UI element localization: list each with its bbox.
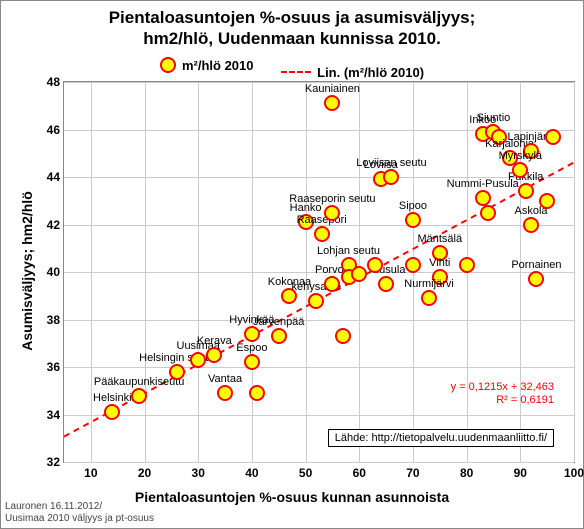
legend-trend-label: Lin. (m²/hlö 2010) <box>317 65 424 80</box>
legend: m²/hlö 2010 Lin. (m²/hlö 2010) <box>1 57 583 80</box>
trend-r2: R² = 0,6191 <box>496 394 554 406</box>
data-point <box>480 205 496 221</box>
plot-area: 323436384042444648102030405060708090100H… <box>63 81 575 463</box>
data-point-label: Järvenpää <box>253 316 304 328</box>
gridline-vertical <box>306 82 307 462</box>
data-point-label: Lohjan seutu <box>317 245 380 257</box>
y-tick-label: 42 <box>47 218 60 232</box>
data-point <box>190 352 206 368</box>
data-point-label: Vihti <box>429 257 450 269</box>
chart-title: Pientaloasuntojen %-osuus ja asumisväljy… <box>1 7 583 50</box>
footer-line-2: Uusimaa 2010 väljyys ja pt-osuus <box>5 513 154 524</box>
data-point <box>405 257 421 273</box>
data-point <box>324 95 340 111</box>
data-point-label: Kauniainen <box>305 83 360 95</box>
x-tick-label: 100 <box>564 466 584 480</box>
data-point-label: Kerava <box>197 335 232 347</box>
data-point <box>104 404 120 420</box>
x-tick-label: 80 <box>460 466 473 480</box>
gridline-horizontal <box>64 320 574 321</box>
data-point <box>271 328 287 344</box>
data-point <box>512 162 528 178</box>
data-point <box>539 193 555 209</box>
y-tick-label: 36 <box>47 360 60 374</box>
data-point <box>206 347 222 363</box>
legend-trend-icon <box>281 71 311 73</box>
x-tick-label: 20 <box>138 466 151 480</box>
data-point-label: Loviisan seutu <box>356 157 426 169</box>
data-point-label: Pornainen <box>511 259 561 271</box>
x-tick-label: 40 <box>245 466 258 480</box>
data-point-label: Sipoo <box>399 200 427 212</box>
data-point <box>367 257 383 273</box>
gridline-vertical <box>198 82 199 462</box>
x-tick-label: 90 <box>514 466 527 480</box>
x-tick-label: 10 <box>84 466 97 480</box>
y-tick-label: 34 <box>47 408 60 422</box>
trend-equation: y = 0,1215x + 32,463 <box>451 381 554 393</box>
data-point <box>244 326 260 342</box>
gridline-vertical <box>145 82 146 462</box>
legend-marker-icon <box>160 57 176 73</box>
data-point-label: Myrskylä <box>499 150 542 162</box>
legend-series: m²/hlö 2010 <box>160 57 254 73</box>
data-point <box>324 276 340 292</box>
data-point <box>169 364 185 380</box>
data-point <box>314 226 330 242</box>
footer-credit: Lauronen 16.11.2012/ Uusimaa 2010 väljyy… <box>5 501 154 524</box>
y-axis-label: Asumisväljyys; hm2/hlö <box>19 191 35 351</box>
data-point <box>405 212 421 228</box>
x-tick-label: 50 <box>299 466 312 480</box>
data-point <box>523 217 539 233</box>
legend-trend: Lin. (m²/hlö 2010) <box>281 65 424 80</box>
x-tick-label: 30 <box>192 466 205 480</box>
source-box: Lähde: http://tietopalvelu.uudenmaanliit… <box>328 429 554 447</box>
data-point-label: Vantaa <box>208 373 242 385</box>
data-point <box>217 385 233 401</box>
x-tick-label: 70 <box>406 466 419 480</box>
gridline-vertical <box>252 82 253 462</box>
data-point <box>131 388 147 404</box>
data-point <box>528 271 544 287</box>
data-point-label: Nurmijärvi <box>404 278 454 290</box>
data-point-label: Raaseporin seutu <box>289 193 375 205</box>
y-tick-label: 38 <box>47 313 60 327</box>
gridline-horizontal <box>64 462 574 463</box>
data-point <box>249 385 265 401</box>
gridline-vertical <box>91 82 92 462</box>
gridline-vertical <box>574 82 575 462</box>
x-tick-label: 60 <box>353 466 366 480</box>
gridline-horizontal <box>64 415 574 416</box>
data-point <box>351 266 367 282</box>
data-point <box>518 183 534 199</box>
data-point <box>308 293 324 309</box>
data-point-label: Siuntio <box>477 112 511 124</box>
data-point <box>335 328 351 344</box>
y-tick-label: 40 <box>47 265 60 279</box>
trend-equation-box: y = 0,1215x + 32,463R² = 0,6191 <box>451 381 554 407</box>
data-point <box>421 290 437 306</box>
y-tick-label: 44 <box>47 170 60 184</box>
data-point <box>545 129 561 145</box>
data-point <box>378 276 394 292</box>
legend-series-label: m²/hlö 2010 <box>182 58 254 73</box>
chart-container: Pientaloasuntojen %-osuus ja asumisväljy… <box>0 0 584 529</box>
gridline-horizontal <box>64 367 574 368</box>
data-point-label: Espoo <box>236 342 267 354</box>
x-axis-label: Pientaloasuntojen %-osuus kunnan asunnoi… <box>135 489 449 505</box>
y-tick-label: 32 <box>47 455 60 469</box>
data-point <box>459 257 475 273</box>
data-point <box>324 205 340 221</box>
y-tick-label: 46 <box>47 123 60 137</box>
footer-line-1: Lauronen 16.11.2012/ <box>5 501 102 512</box>
data-point <box>383 169 399 185</box>
data-point-label: Helsinki <box>93 392 132 404</box>
title-line-1: Pientaloasuntojen %-osuus ja asumisväljy… <box>109 8 476 27</box>
data-point-label: Mäntsälä <box>417 233 462 245</box>
title-line-2: hm2/hlö, Uudenmaan kunnissa 2010. <box>143 29 441 48</box>
y-tick-label: 48 <box>47 75 60 89</box>
data-point <box>244 354 260 370</box>
